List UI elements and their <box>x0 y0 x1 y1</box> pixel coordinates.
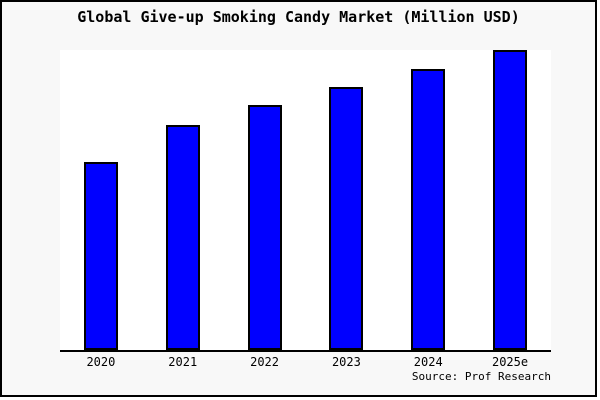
bar-slot-2023 <box>305 50 387 350</box>
x-tick-label-2020: 2020 <box>86 355 116 369</box>
chart-title: Global Give-up Smoking Candy Market (Mil… <box>77 8 520 26</box>
bar-slot-2020 <box>60 50 142 350</box>
bar-2023 <box>329 87 364 350</box>
bar-2020 <box>83 162 118 350</box>
bar-slot-2021 <box>142 50 224 350</box>
source-credit: Source: Prof Research <box>411 370 551 383</box>
x-tick-label-2025e: 2025e <box>491 355 529 369</box>
bar-2025e <box>493 50 528 350</box>
bar-slot-2022 <box>224 50 306 350</box>
x-axis-tick-labels: 2020 2021 2022 2023 2024 2025e <box>60 355 551 369</box>
plot-area <box>60 50 551 352</box>
bar-group <box>60 50 551 350</box>
x-tick-label-2022: 2022 <box>250 355 280 369</box>
x-tick-label-2021: 2021 <box>168 355 198 369</box>
x-tick-label-2024: 2024 <box>413 355 443 369</box>
bar-2024 <box>411 69 446 350</box>
bar-2022 <box>247 105 282 350</box>
bar-slot-2024 <box>387 50 469 350</box>
bar-2021 <box>165 125 200 350</box>
x-tick-label-2023: 2023 <box>331 355 361 369</box>
bar-slot-2025e <box>469 50 551 350</box>
